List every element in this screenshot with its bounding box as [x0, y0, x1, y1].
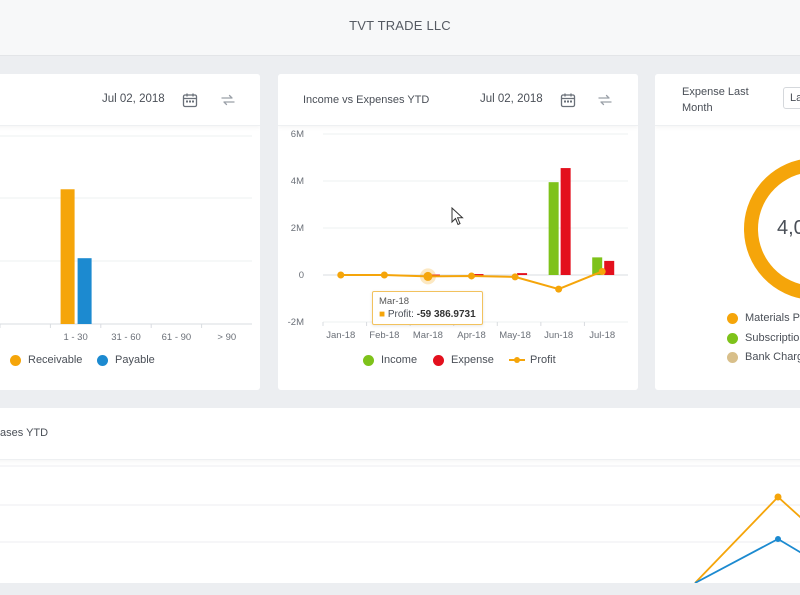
purchases-line-orange: [694, 495, 800, 583]
purchases-line-blue: [694, 537, 800, 583]
legend-income[interactable]: Income: [363, 354, 417, 366]
legend-expense[interactable]: Expense: [433, 354, 494, 366]
aging-card: Jul 02, 2018 1 - 30 31 - 60 61 - 90 > 90 Re…: [0, 74, 260, 390]
donut-slice[interactable]: [744, 159, 800, 299]
refresh-icon[interactable]: [597, 92, 613, 108]
income-x-label: Feb-18: [369, 330, 399, 341]
legend-receivable-label: Receivable: [28, 354, 83, 366]
profit-point[interactable]: [337, 271, 345, 279]
income-x-label: Jan-18: [326, 330, 355, 341]
bank-charges-dot: [727, 351, 738, 363]
materials-dot: [727, 312, 738, 324]
profit-point[interactable]: [511, 273, 519, 281]
aging-date[interactable]: Jul 02, 2018: [102, 93, 165, 105]
subscriptions-dot: [727, 332, 738, 344]
donut-center-value: 4,0: [777, 217, 800, 239]
legend-bank-charges[interactable]: Bank Charg: [727, 351, 800, 363]
income-y-label: 4M: [291, 176, 304, 187]
legend-materials-label: Materials Pu: [745, 312, 800, 324]
purchases-point-orange[interactable]: [774, 493, 782, 501]
aging-chart: 1 - 30 31 - 60 61 - 90 > 90: [0, 135, 252, 343]
profit-point[interactable]: [380, 271, 388, 279]
legend-bank-charges-label: Bank Charg: [745, 351, 800, 363]
aging-bar-payable[interactable]: [77, 258, 92, 324]
top-bar: TVT TRADE LLC: [0, 0, 800, 56]
aging-x-label: > 90: [217, 332, 236, 343]
purchases-chart: [0, 465, 800, 583]
expense-card-title: Expense Last Month: [682, 86, 749, 114]
income-expense-card: Income vs Expenses YTD Jul 02, 2018 6M 4M…: [278, 74, 638, 390]
expense-card-header: Expense Last Month La: [655, 74, 800, 126]
aging-x-label: 61 - 90: [162, 332, 192, 343]
expense-last-month-card: Expense Last Month La 4,0 Materials Pu S…: [655, 74, 800, 390]
income-bar-expense[interactable]: [429, 274, 440, 277]
tooltip-value-row: ■ Profit: -59 386.9731: [379, 309, 476, 320]
mouse-cursor-icon: [451, 207, 464, 226]
income-bar-expense[interactable]: [604, 260, 615, 275]
income-bar-expense[interactable]: [517, 273, 528, 275]
income-bar-expense[interactable]: [560, 168, 571, 275]
income-bar-income[interactable]: [592, 257, 603, 275]
legend-receivable[interactable]: Receivable: [10, 354, 82, 366]
aging-x-label: 31 - 60: [111, 332, 141, 343]
legend-income-label: Income: [381, 354, 418, 366]
income-x-label: May-18: [499, 330, 531, 341]
purchases-point-blue[interactable]: [775, 536, 781, 542]
aging-bar-receivable[interactable]: [60, 189, 75, 324]
period-select[interactable]: La: [783, 87, 800, 109]
profit-point[interactable]: [468, 272, 475, 280]
company-name: TVT TRADE LLC: [349, 18, 451, 33]
calendar-icon[interactable]: [182, 92, 198, 108]
tooltip-value: -59 386.9731: [416, 309, 476, 320]
tooltip-date: Mar-18: [379, 296, 410, 307]
income-x-label: Jun-18: [544, 330, 573, 341]
legend-subscriptions-label: Subscriptio: [745, 332, 800, 344]
income-card-title: Income vs Expenses YTD: [303, 94, 430, 106]
purchases-card: ases YTD: [0, 408, 800, 583]
legend-profit[interactable]: Profit: [509, 354, 556, 366]
income-bar-income[interactable]: [548, 182, 559, 275]
income-expense-chart: 6M 4M 2M 0 -2M Jan-18 Feb-18 Mar-18 Apr-18 May-1…: [288, 129, 628, 341]
legend-materials[interactable]: Materials Pu: [727, 312, 800, 324]
profit-point[interactable]: [598, 267, 606, 275]
profit-tooltip: Mar-18 ■ Profit: -59 386.9731: [372, 291, 483, 325]
income-y-label: -2M: [288, 317, 304, 328]
income-y-label: 6M: [291, 129, 304, 140]
legend-payable-label: Payable: [115, 354, 155, 366]
legend-subscriptions[interactable]: Subscriptio: [727, 332, 799, 344]
purchases-card-title: ases YTD: [0, 427, 49, 439]
tooltip-label: Profit:: [387, 309, 414, 320]
profit-line-icon: [509, 357, 525, 363]
income-card-header: Income vs Expenses YTD Jul 02, 2018: [278, 74, 638, 126]
calendar-icon[interactable]: [560, 92, 576, 108]
income-x-label: Jul-18: [589, 330, 615, 341]
legend-payable[interactable]: Payable: [97, 354, 155, 366]
income-y-label: 2M: [291, 223, 304, 234]
refresh-icon[interactable]: [220, 92, 236, 108]
profit-point[interactable]: [423, 271, 433, 281]
legend-profit-label: Profit: [530, 354, 556, 366]
profit-point[interactable]: [555, 285, 563, 293]
legend-expense-label: Expense: [451, 354, 494, 366]
income-x-label: Apr-18: [457, 330, 486, 341]
receivable-dot: [10, 354, 21, 366]
income-date[interactable]: Jul 02, 2018: [480, 93, 543, 105]
income-y-label: 0: [299, 270, 304, 281]
payable-dot: [97, 354, 108, 366]
expense-donut-chart: 4,0: [744, 159, 800, 299]
income-bar-expense[interactable]: [473, 274, 484, 276]
income-dot: [363, 354, 374, 366]
aging-x-label: 1 - 30: [63, 332, 87, 343]
aging-card-header: Jul 02, 2018: [0, 74, 260, 126]
expense-dot: [433, 354, 444, 366]
purchases-card-header: ases YTD: [0, 408, 800, 460]
income-x-label: Mar-18: [413, 330, 443, 341]
